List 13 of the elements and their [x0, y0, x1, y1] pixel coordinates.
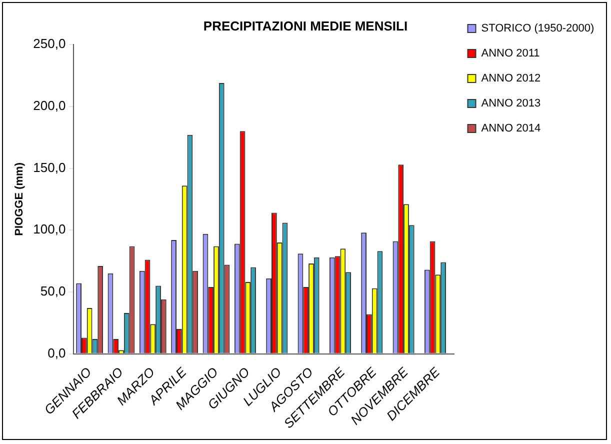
y-tick-label: 50,0 [40, 284, 66, 299]
chart-title: PRECIPITAZIONI MEDIE MENSILI [203, 18, 408, 34]
legend-label: ANNO 2012 [481, 72, 541, 85]
y-tick-label: 150,0 [33, 160, 66, 175]
y-tick-label: 100,0 [33, 222, 66, 237]
y-tick-label: 0,0 [48, 345, 66, 360]
legend-label: ANNO 2011 [481, 48, 540, 60]
y-tick-label: 200,0 [33, 98, 66, 114]
y-axis-title: PIOGGE (mm) [14, 162, 26, 236]
y-tick-label: 250,0 [33, 36, 66, 52]
legend-label: ANNO 2014 [481, 122, 541, 135]
legend-label: ANNO 2013 [481, 98, 541, 110]
legend-label: STORICO (1950-2000) [481, 22, 594, 35]
